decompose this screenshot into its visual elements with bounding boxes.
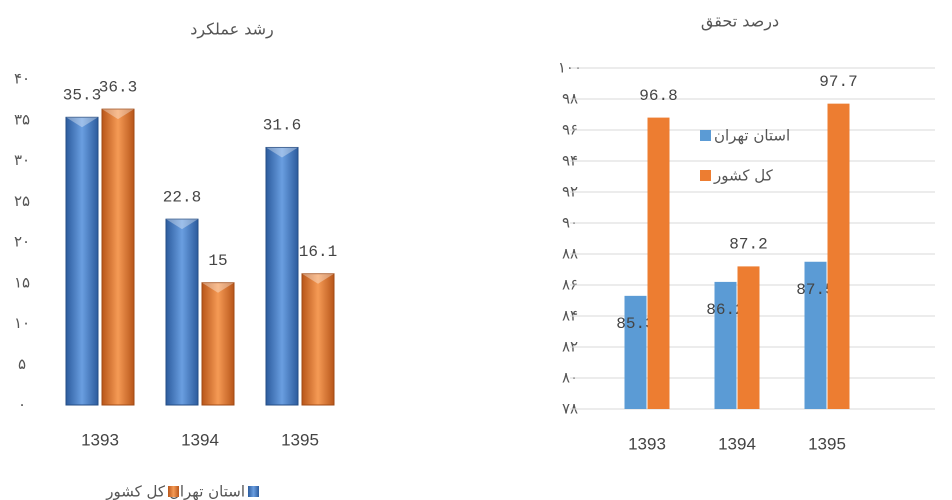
data-label: 85.3 <box>616 315 654 333</box>
chart-title: رشد عملکرد <box>190 20 274 40</box>
data-label: 87.5 <box>796 281 834 299</box>
y-tick-label: ۰ <box>18 396 26 414</box>
bar <box>737 266 760 409</box>
y-tick-label: ۱۰ <box>14 314 30 332</box>
data-label: 31.6 <box>263 117 301 135</box>
bar <box>647 117 670 409</box>
data-label: 87.2 <box>729 236 767 254</box>
legend-swatch <box>248 486 259 497</box>
legend-label: استان تهران <box>169 483 245 500</box>
bar-bevel <box>166 219 198 230</box>
data-label: 22.8 <box>163 188 201 206</box>
bar <box>624 295 647 409</box>
y-tick-label: ۴۰ <box>14 70 30 88</box>
x-tick-label: 1393 <box>628 434 666 453</box>
y-tick-label: ۵ <box>18 355 26 373</box>
data-label: 86.2 <box>706 301 744 319</box>
data-label: 35.3 <box>63 87 101 105</box>
bar <box>714 281 737 409</box>
bar <box>827 103 850 410</box>
data-label: 16.1 <box>299 243 337 261</box>
legend-label: استان تهران <box>714 127 790 145</box>
x-tick-label: 1393 <box>81 430 119 449</box>
x-tick-label: 1395 <box>808 434 846 453</box>
bar-bevel <box>66 117 98 128</box>
data-label: 15 <box>208 252 227 270</box>
bar <box>165 218 199 406</box>
bar <box>65 116 99 406</box>
data-label: 97.7 <box>819 73 857 91</box>
x-tick-label: 1394 <box>718 434 756 453</box>
bar <box>301 273 335 406</box>
x-tick-label: 1395 <box>281 430 319 449</box>
legend-swatch <box>700 170 711 181</box>
y-tick-label: ۲۰ <box>14 233 30 251</box>
y-tick-label: ۳۰ <box>14 151 30 169</box>
bar-bevel <box>202 282 234 293</box>
x-tick-label: 1394 <box>181 430 219 449</box>
bar <box>265 146 299 406</box>
chart-title: درصد تحقق <box>701 12 779 32</box>
bar-bevel <box>266 147 298 158</box>
legend-swatch <box>700 130 711 141</box>
bar-bevel <box>302 273 334 284</box>
y-tick-label: ۱۵ <box>14 273 30 291</box>
bar <box>101 108 135 406</box>
bar-bevel <box>102 109 134 120</box>
legend-swatch <box>168 486 179 497</box>
y-tick-label: ۳۵ <box>14 110 30 128</box>
data-label: 36.3 <box>99 78 137 96</box>
legend-label: کل کشور <box>105 483 166 500</box>
y-tick-label: ۲۵ <box>14 192 30 210</box>
bar <box>804 261 827 409</box>
bar <box>201 282 235 406</box>
data-label: 96.8 <box>639 87 677 105</box>
legend-label: کل کشور <box>713 167 774 185</box>
